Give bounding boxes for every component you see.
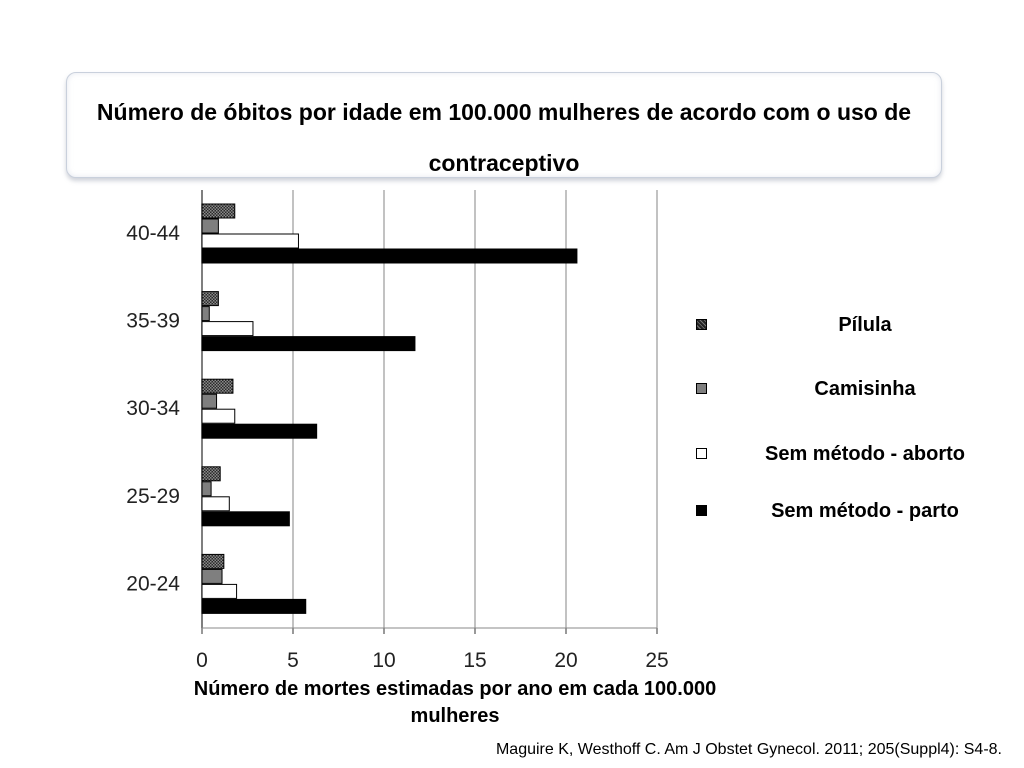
bar-sem-m-todo-parto-40-44	[201, 248, 578, 264]
y-category-label: 30-34	[126, 397, 180, 420]
legend-label-pilula: Pílula	[838, 314, 892, 336]
legend-item-sem-metodo-parto: Sem método - parto	[690, 496, 1010, 526]
bar-sem-m-todo-parto-35-39	[201, 336, 416, 352]
legend-label-camisinha: Camisinha	[814, 378, 916, 400]
x-tick-label: 5	[287, 649, 299, 672]
y-category-label: 20-24	[126, 572, 180, 595]
bar-sem-m-todo-parto-30-34	[201, 423, 318, 439]
legend-swatch-sem-metodo-aborto	[696, 448, 707, 459]
chart-title: Número de óbitos por idade em 100.000 mu…	[96, 99, 912, 176]
bar-sem-m-todo-parto-25-29	[201, 511, 290, 527]
x-tick-label: 20	[554, 649, 577, 672]
legend-item-sem-metodo-aborto: Sem método - aborto	[690, 439, 1010, 469]
x-axis-label: Número de mortes estimadas por ano em ca…	[193, 678, 717, 727]
bar-camisinha-20-24	[201, 568, 223, 584]
y-category-label: 35-39	[126, 310, 180, 333]
bar-sem-m-todo-aborto-35-39	[201, 321, 254, 337]
bar-sem-m-todo-aborto-25-29	[201, 496, 230, 512]
bar-p-lula-20-24	[201, 553, 225, 569]
legend-label-sem-metodo-parto: Sem método - parto	[771, 500, 959, 522]
bar-p-lula-35-39	[201, 291, 219, 307]
x-tick-label: 0	[196, 649, 208, 672]
legend-item-camisinha: Camisinha	[690, 374, 1010, 404]
bar-camisinha-25-29	[201, 481, 212, 497]
legend-swatch-sem-metodo-parto	[696, 505, 707, 516]
bar-p-lula-25-29	[201, 466, 221, 482]
bar-camisinha-35-39	[201, 306, 210, 322]
legend-swatch-camisinha	[696, 383, 707, 394]
bar-p-lula-30-34	[201, 378, 234, 394]
legend-label-sem-metodo-aborto: Sem método - aborto	[764, 443, 965, 465]
x-tick-label: 15	[463, 649, 486, 672]
bar-sem-m-todo-parto-20-24	[201, 598, 307, 614]
x-tick-label: 25	[645, 649, 668, 672]
bar-camisinha-40-44	[201, 218, 219, 234]
y-category-label: 40-44	[126, 222, 180, 245]
bar-p-lula-40-44	[201, 203, 236, 219]
title-box: Número de óbitos por idade em 100.000 mu…	[66, 72, 942, 178]
bar-sem-m-todo-aborto-40-44	[201, 233, 299, 249]
y-category-label: 25-29	[126, 485, 180, 508]
legend-item-pilula: Pílula	[690, 310, 1010, 340]
legend-swatch-pilula	[696, 319, 707, 330]
citation: Maguire K, Westhoff C. Am J Obstet Gynec…	[495, 741, 1002, 758]
x-tick-label: 10	[372, 649, 395, 672]
bar-camisinha-30-34	[201, 393, 218, 409]
bar-sem-m-todo-aborto-20-24	[201, 583, 238, 599]
bar-sem-m-todo-aborto-30-34	[201, 408, 236, 424]
